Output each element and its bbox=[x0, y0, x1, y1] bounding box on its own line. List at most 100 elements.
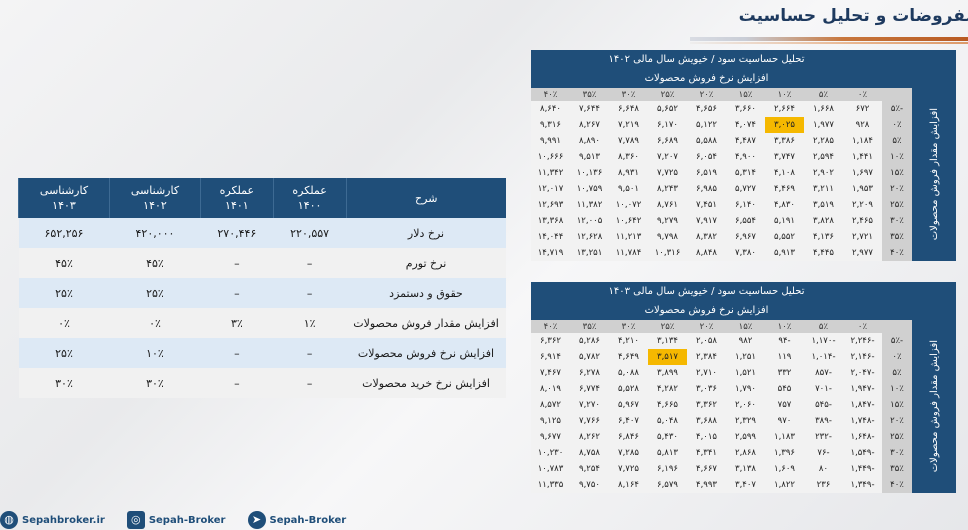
table-row: نرخ دلار ۲۲۰,۵۵۷ ۲۷۰,۴۴۶ ۴۲۰,۰۰۰ ۶۵۲,۲۵۶ bbox=[18, 218, 506, 248]
cell-value: ۸,۹۳۱ bbox=[609, 165, 648, 181]
column-header: ۳۵٪ bbox=[570, 88, 609, 101]
cell-value: ۳,۸۹۹ bbox=[648, 365, 687, 381]
column-header: ۴۰٪ bbox=[531, 88, 570, 101]
cell-value: ۵,۹۱۳ bbox=[765, 245, 804, 261]
cell-value: ۵,۹۶۷ bbox=[609, 397, 648, 413]
cell-value: ۳,۸۲۸ bbox=[804, 213, 843, 229]
cell-value: – bbox=[200, 248, 274, 278]
cell-value: ۴,۸۳۰ bbox=[765, 197, 804, 213]
cell-value: ۶,۲۷۸ bbox=[570, 365, 609, 381]
cell-value: ۵,۱۹۱ bbox=[765, 213, 804, 229]
cell-value: ۱۱,۷۸۴ bbox=[609, 245, 648, 261]
website-link[interactable]: ◍ Sepahbroker.ir bbox=[0, 511, 105, 529]
cell-value: ۶,۵۷۹ bbox=[648, 477, 687, 493]
cell-value: ۱۰,۶۴۲ bbox=[609, 213, 648, 229]
sensitivity-table-1402: تحلیل حساسیت سود / خیویش سال مالی ۱۴۰۲ اف… bbox=[531, 50, 956, 261]
cell-value: ۳٪ bbox=[200, 308, 274, 338]
instagram-icon: ◎ bbox=[126, 511, 145, 529]
page-title: مفروضات و تحلیل حساسیت bbox=[738, 6, 968, 26]
row-header: ۳۵٪ bbox=[882, 229, 912, 245]
cell-value: ۳۰٪ bbox=[109, 368, 201, 398]
cell-value: ۱٪ bbox=[273, 308, 346, 338]
cell-value: ۴,۲۱۰ bbox=[609, 333, 648, 349]
cell-value: – bbox=[273, 248, 346, 278]
table-row: ۵٪ ۱,۱۸۴ ۲,۲۸۵ ۳,۳۸۶ ۴,۴۸۷ ۵,۵۸۸ ۶,۶۸۹ ۷,۷۸۹ ۸,۸… bbox=[531, 133, 956, 149]
cell-value: ۱,۱۸۳ bbox=[765, 429, 804, 445]
cell-value: ۹,۷۵۰ bbox=[570, 477, 609, 493]
cell-value: ۹,۱۲۵ bbox=[531, 413, 570, 429]
row-label: نرخ تورم bbox=[346, 248, 506, 278]
cell-value: ۵,۵۵۲ bbox=[765, 229, 804, 245]
cell-value: ۶,۹۶۷ bbox=[726, 229, 765, 245]
cell-value: ۷,۶۴۴ bbox=[570, 101, 609, 117]
cell-value: ۴,۶۴۹ bbox=[609, 349, 648, 365]
row-header: ۰٪ bbox=[882, 117, 912, 133]
table-row: -۵٪ ۶۷۲ ۱,۶۶۸ ۲,۶۶۴ ۳,۶۶۰ ۴,۶۵۶ ۵,۶۵۲ ۶,۶۴۸ ۷,۶۴… bbox=[531, 101, 956, 117]
cell-value: -۲۳۲ bbox=[804, 429, 843, 445]
highlighted-base-case-cell: ۳,۰۲۵ bbox=[765, 117, 804, 133]
title-divider-accent bbox=[690, 42, 968, 44]
column-header: ۲۰٪ bbox=[687, 320, 726, 333]
cell-value: ۴,۱۳۶ bbox=[804, 229, 843, 245]
column-header: ۱۰٪ bbox=[765, 320, 804, 333]
column-header: ۲۵٪ bbox=[648, 320, 687, 333]
cell-value: ۱۰,۲۳۰ bbox=[531, 445, 570, 461]
table-row: ۱۵٪ -۱,۸۴۷ -۵۴۵ ۷۵۷ ۲,۰۶۰ ۳,۳۶۲ ۴,۶۶۵ ۵,۹۶۷ ۷,۲۷… bbox=[531, 397, 956, 413]
cell-value: ۰٪ bbox=[18, 308, 110, 338]
cell-value: ۵,۵۲۸ bbox=[609, 381, 648, 397]
cell-value: ۷,۹۱۷ bbox=[687, 213, 726, 229]
cell-value: ۹,۵۰۱ bbox=[609, 181, 648, 197]
cell-value: ۵,۷۸۲ bbox=[570, 349, 609, 365]
cell-value: ۴۵٪ bbox=[109, 248, 201, 278]
cell-value: ۸,۱۶۴ bbox=[609, 477, 648, 493]
cell-value: ۷,۲۸۵ bbox=[609, 445, 648, 461]
column-header: ۱۵٪ bbox=[726, 320, 765, 333]
cell-value: ۸,۷۵۸ bbox=[570, 445, 609, 461]
cell-value: ۲,۲۸۵ bbox=[804, 133, 843, 149]
cell-value: -۱,۹۴۷ bbox=[843, 381, 882, 397]
cell-value: ۲,۷۲۱ bbox=[843, 229, 882, 245]
row-header: ۱۵٪ bbox=[882, 397, 912, 413]
table-row: ۰٪ -۲,۱۴۶ -۱,۰۱۴ ۱۱۹ ۱,۲۵۱ ۲,۳۸۴ ۳,۵۱۷ ۴,۶۴۹ ۵,۷… bbox=[531, 349, 956, 365]
cell-value: ۶,۹۱۴ bbox=[531, 349, 570, 365]
row-header: ۲۵٪ bbox=[882, 429, 912, 445]
cell-value: -۱,۰۱۴ bbox=[804, 349, 843, 365]
cell-value: ۹,۲۵۴ bbox=[570, 461, 609, 477]
column-header: ۰٪ bbox=[843, 320, 882, 333]
column-header: ۲۵٪ bbox=[648, 88, 687, 101]
instagram-link[interactable]: ◎ Sepah-Broker bbox=[126, 511, 226, 529]
cell-value: ۵۴۵ bbox=[765, 381, 804, 397]
table-row: ۳۵٪ -۱,۴۴۹ ۸۰ ۱,۶۰۹ ۳,۱۳۸ ۴,۶۶۷ ۶,۱۹۶ ۷,۷۲۵ ۹,۲۵… bbox=[531, 461, 956, 477]
cell-value: ۱,۹۷۷ bbox=[804, 117, 843, 133]
cell-value: ۲,۷۱۰ bbox=[687, 365, 726, 381]
cell-value: ۶۷۲ bbox=[843, 101, 882, 117]
row-label: افزایش نرخ خرید محصولات bbox=[346, 368, 506, 398]
cell-value: – bbox=[273, 338, 346, 368]
row-label: نرخ دلار bbox=[346, 218, 506, 248]
cell-value: ۶,۱۴۰ bbox=[726, 197, 765, 213]
row-label: افزایش نرخ فروش محصولات bbox=[346, 338, 506, 368]
cell-value: ۱۴,۰۴۴ bbox=[531, 229, 570, 245]
cell-value: – bbox=[200, 338, 274, 368]
row-header: ۳۰٪ bbox=[882, 445, 912, 461]
cell-value: ۵,۷۲۷ bbox=[726, 181, 765, 197]
cell-value: ۲,۴۶۵ bbox=[843, 213, 882, 229]
cell-value: -۲,۲۴۶ bbox=[843, 333, 882, 349]
cell-value: ۷,۲۷۰ bbox=[570, 397, 609, 413]
telegram-link[interactable]: ➤ Sepah-Broker bbox=[247, 511, 346, 529]
table-row: ۵٪ -۲,۰۴۷ -۸۵۷ ۳۳۲ ۱,۵۲۱ ۲,۷۱۰ ۳,۸۹۹ ۵,۰۸۸ ۶,۲۷۸… bbox=[531, 365, 956, 381]
cell-value: ۲۲۰,۵۵۷ bbox=[273, 218, 346, 248]
cell-value: -۱,۷۴۸ bbox=[843, 413, 882, 429]
cell-value: ۳,۷۴۷ bbox=[765, 149, 804, 165]
table-row: ۲۵٪ ۲,۲۰۹ ۳,۵۱۹ ۴,۸۳۰ ۶,۱۴۰ ۷,۴۵۱ ۸,۷۶۱ ۱۰,۰۷۲ ۱… bbox=[531, 197, 956, 213]
cell-value: ۶,۱۷۰ bbox=[648, 117, 687, 133]
table-row: ۳۵٪ ۲,۷۲۱ ۴,۱۳۶ ۵,۵۵۲ ۶,۹۶۷ ۸,۳۸۲ ۹,۷۹۸ ۱۱,۲۱۳ ۱… bbox=[531, 229, 956, 245]
cell-value: ۸,۸۴۸ bbox=[687, 245, 726, 261]
cell-value: ۱,۷۹۰ bbox=[726, 381, 765, 397]
cell-value: ۷,۴۵۱ bbox=[687, 197, 726, 213]
cell-value: ۸,۰۱۹ bbox=[531, 381, 570, 397]
cell-value: ۸,۳۸۲ bbox=[687, 229, 726, 245]
table-row: ۲۰٪ -۱,۷۴۸ -۳۸۹ ۹۷۰ ۲,۳۲۹ ۳,۶۸۸ ۵,۰۴۸ ۶,۴۰۷ ۷,۷۶… bbox=[531, 413, 956, 429]
cell-value: ۶,۹۸۵ bbox=[687, 181, 726, 197]
cell-value: ۴,۲۸۲ bbox=[648, 381, 687, 397]
